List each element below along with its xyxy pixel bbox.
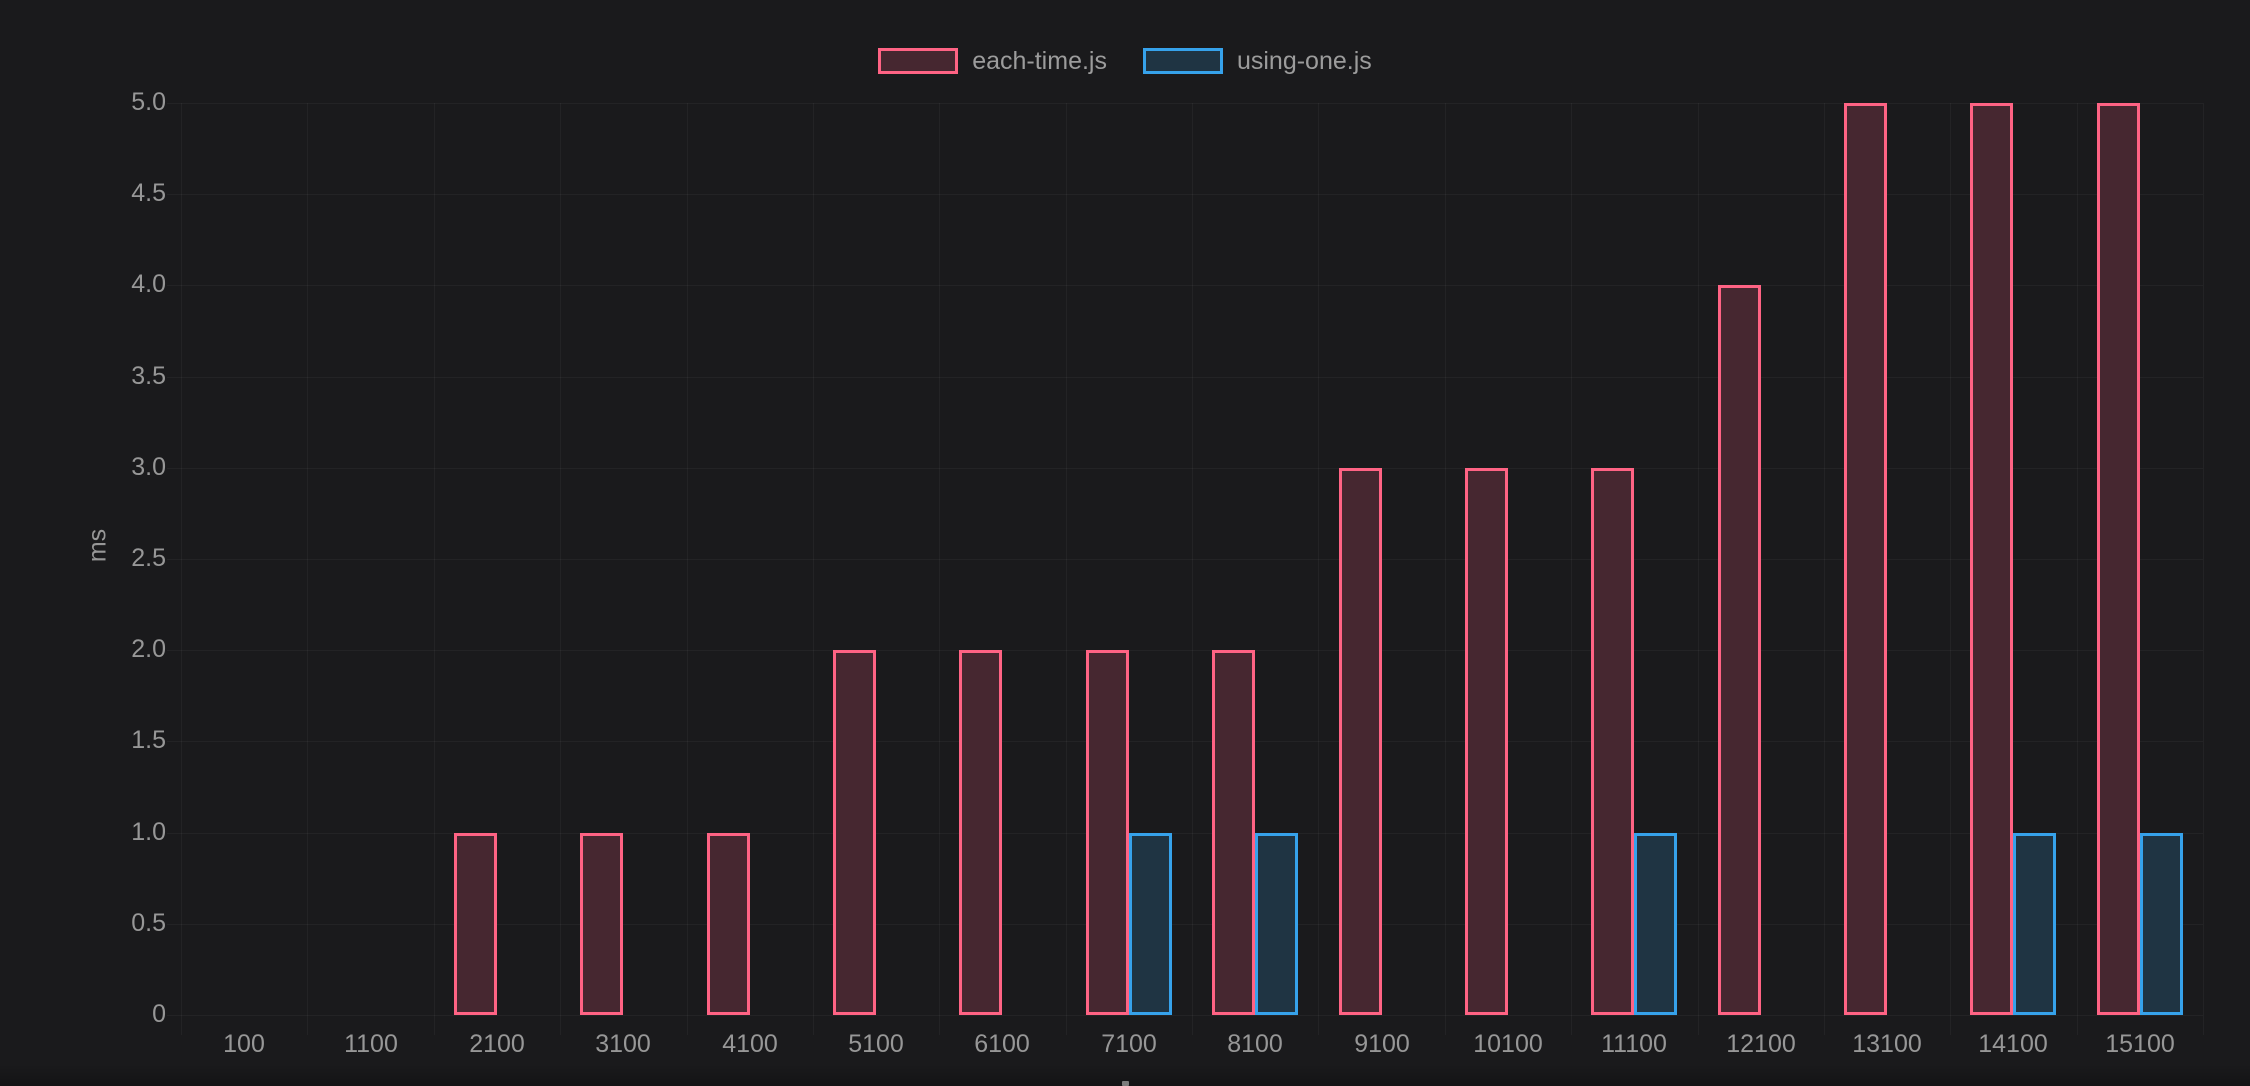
legend-label: each-time.js bbox=[972, 46, 1107, 75]
gridline-vertical bbox=[181, 103, 182, 1035]
y-tick-label: 4.5 bbox=[131, 179, 166, 207]
bar-each-time.js-7100[interactable] bbox=[1086, 650, 1129, 1015]
x-tick-label: 1100 bbox=[344, 1030, 398, 1058]
y-tick-label: 0.5 bbox=[131, 909, 166, 937]
x-axis-title-clipped bbox=[1122, 1081, 1129, 1086]
gridline-horizontal bbox=[167, 559, 2203, 560]
gridline-horizontal bbox=[167, 377, 2203, 378]
gridline-vertical bbox=[813, 103, 814, 1035]
bar-using-one.js-8100[interactable] bbox=[1255, 833, 1298, 1015]
gridline-vertical bbox=[1571, 103, 1572, 1035]
bar-each-time.js-5100[interactable] bbox=[833, 650, 876, 1015]
bar-each-time.js-9100[interactable] bbox=[1339, 468, 1382, 1015]
gridline-vertical bbox=[1066, 103, 1067, 1035]
y-tick-label: 4.0 bbox=[131, 270, 166, 298]
legend-item-using-one.js[interactable]: using-one.js bbox=[1142, 46, 1372, 75]
gridline-vertical bbox=[687, 103, 688, 1035]
x-tick-label: 6100 bbox=[974, 1030, 1030, 1058]
gridline-vertical bbox=[2203, 103, 2204, 1035]
gridline-horizontal bbox=[167, 741, 2203, 742]
x-tick-label: 10100 bbox=[1473, 1030, 1543, 1058]
gridline-vertical bbox=[1824, 103, 1825, 1035]
y-tick-label: 0 bbox=[152, 1000, 166, 1028]
x-tick-label: 100 bbox=[223, 1030, 265, 1058]
bar-each-time.js-10100[interactable] bbox=[1465, 468, 1508, 1015]
x-tick-label: 9100 bbox=[1354, 1030, 1410, 1058]
chart-legend: each-time.js using-one.js bbox=[0, 48, 2250, 74]
y-tick-label: 3.5 bbox=[131, 362, 166, 390]
bar-each-time.js-15100[interactable] bbox=[2097, 103, 2140, 1015]
gridline-horizontal bbox=[167, 194, 2203, 195]
bar-each-time.js-3100[interactable] bbox=[580, 833, 623, 1015]
x-tick-label: 14100 bbox=[1978, 1030, 2048, 1058]
bar-each-time.js-12100[interactable] bbox=[1718, 285, 1761, 1015]
gridline-horizontal bbox=[167, 650, 2203, 651]
y-tick-label: 2.5 bbox=[131, 544, 166, 572]
x-tick-label: 15100 bbox=[2105, 1030, 2175, 1058]
gridline-vertical bbox=[1698, 103, 1699, 1035]
x-tick-label: 13100 bbox=[1852, 1030, 1922, 1058]
x-tick-label: 12100 bbox=[1726, 1030, 1796, 1058]
gridline-horizontal bbox=[167, 1015, 2203, 1016]
x-tick-label: 5100 bbox=[848, 1030, 904, 1058]
y-tick-label: 5.0 bbox=[131, 88, 166, 116]
gridline-vertical bbox=[1192, 103, 1193, 1035]
gridline-vertical bbox=[307, 103, 308, 1035]
legend-swatch-using-one.js bbox=[1142, 48, 1223, 74]
bar-using-one.js-7100[interactable] bbox=[1129, 833, 1172, 1015]
gridline-vertical bbox=[939, 103, 940, 1035]
bar-using-one.js-11100[interactable] bbox=[1634, 833, 1677, 1015]
x-tick-label: 2100 bbox=[469, 1030, 525, 1058]
gridline-vertical bbox=[560, 103, 561, 1035]
legend-swatch-each-time.js bbox=[878, 48, 959, 74]
bar-using-one.js-15100[interactable] bbox=[2140, 833, 2183, 1015]
bar-each-time.js-13100[interactable] bbox=[1844, 103, 1887, 1015]
bar-each-time.js-8100[interactable] bbox=[1212, 650, 1255, 1015]
bottom-band bbox=[0, 1064, 2250, 1086]
gridline-vertical bbox=[1445, 103, 1446, 1035]
bar-each-time.js-6100[interactable] bbox=[959, 650, 1002, 1015]
legend-item-each-time.js[interactable]: each-time.js bbox=[878, 48, 1107, 74]
y-tick-label: 1.5 bbox=[131, 726, 166, 754]
x-tick-label: 7100 bbox=[1101, 1030, 1157, 1058]
bar-each-time.js-4100[interactable] bbox=[707, 833, 750, 1015]
legend-label: using-one.js bbox=[1236, 46, 1372, 75]
bar-using-one.js-14100[interactable] bbox=[2013, 833, 2056, 1015]
x-tick-label: 11100 bbox=[1601, 1030, 1667, 1058]
gridline-vertical bbox=[1950, 103, 1951, 1035]
gridline-vertical bbox=[434, 103, 435, 1035]
x-tick-label: 8100 bbox=[1227, 1030, 1283, 1058]
gridline-horizontal bbox=[167, 103, 2203, 104]
y-tick-label: 2.0 bbox=[131, 635, 166, 663]
x-tick-label: 4100 bbox=[722, 1030, 778, 1058]
bar-each-time.js-2100[interactable] bbox=[454, 833, 497, 1015]
gridline-horizontal bbox=[167, 833, 2203, 834]
bar-each-time.js-11100[interactable] bbox=[1591, 468, 1634, 1015]
y-tick-label: 1.0 bbox=[131, 818, 166, 846]
gridline-vertical bbox=[2077, 103, 2078, 1035]
gridline-vertical bbox=[1318, 103, 1319, 1035]
gridline-horizontal bbox=[167, 924, 2203, 925]
gridline-horizontal bbox=[167, 468, 2203, 469]
x-tick-label: 3100 bbox=[595, 1030, 651, 1058]
gridline-horizontal bbox=[167, 285, 2203, 286]
y-tick-label: 3.0 bbox=[131, 453, 166, 481]
bar-each-time.js-14100[interactable] bbox=[1970, 103, 2013, 1015]
